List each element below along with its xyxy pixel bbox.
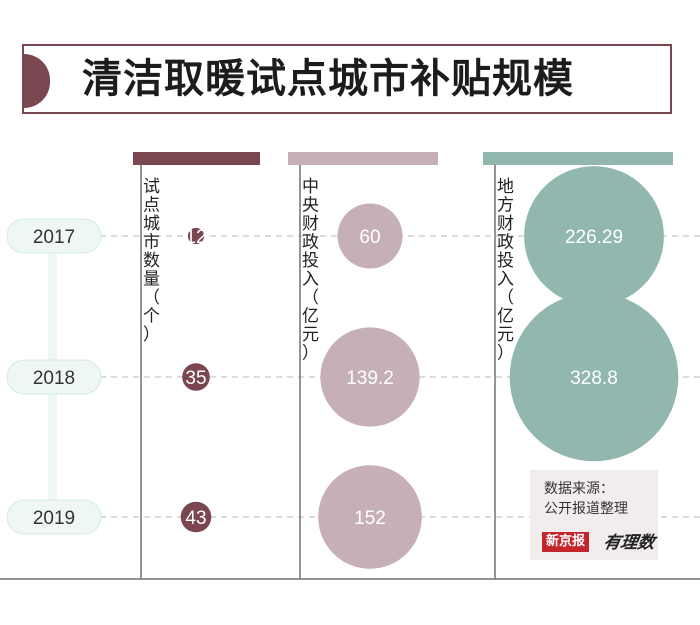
data-label-s1-2018: 35: [185, 368, 206, 389]
data-label-s1-2019: 43: [185, 508, 206, 529]
data-label-s3-2018: 328.8: [570, 368, 618, 389]
year-label-2018: 2018: [33, 368, 75, 389]
source-label: 数据来源：: [544, 478, 614, 498]
data-label-s1-2017: 12: [185, 227, 206, 248]
data-label-s2-2019: 152: [354, 508, 386, 529]
logo-xinjingbao: 新京报: [542, 532, 589, 552]
data-label-s2-2018: 139.2: [346, 368, 394, 389]
series-header-bar-3: [483, 152, 673, 165]
series-title-3: 地方财政投入（亿元）: [497, 177, 514, 364]
logo-youlishu: 有理数: [602, 528, 657, 553]
series-title-1: 试点城市数量（个）: [143, 177, 160, 345]
source-box: 数据来源： 公开报道整理 新京报 有理数: [530, 470, 658, 560]
source-value: 公开报道整理: [544, 498, 628, 518]
series-header-bar-2: [288, 152, 438, 165]
data-label-s3-2017: 226.29: [565, 227, 623, 248]
data-label-s2-2017: 60: [359, 227, 380, 248]
series-header-bar-1: [133, 152, 260, 165]
series-title-2: 中央财政投入（亿元）: [302, 177, 319, 364]
year-label-2017: 2017: [33, 227, 75, 248]
year-label-2019: 2019: [33, 508, 75, 529]
